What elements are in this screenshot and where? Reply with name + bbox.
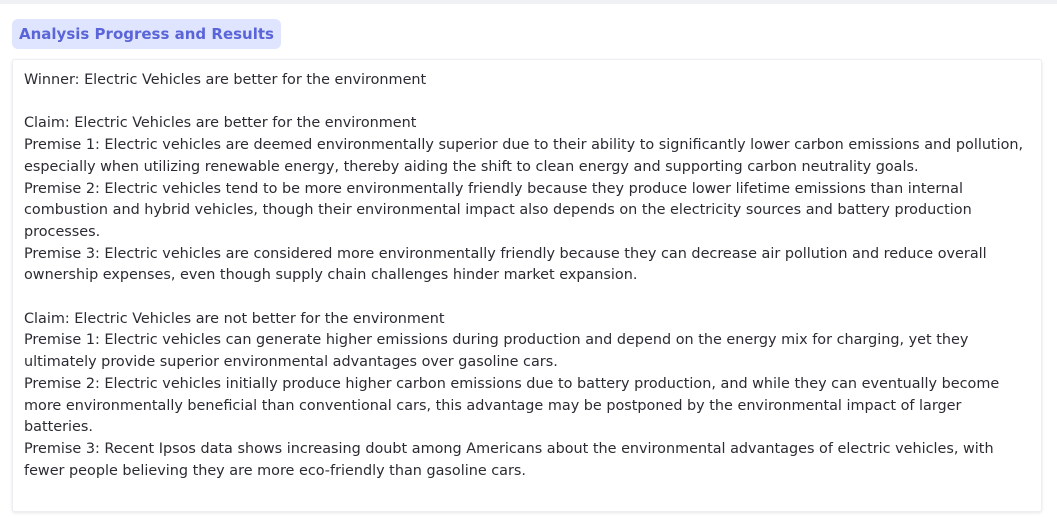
results-output-box[interactable]: Winner: Electric Vehicles are better for… bbox=[12, 59, 1042, 512]
panel-label: Analysis Progress and Results bbox=[12, 19, 281, 49]
results-text: Winner: Electric Vehicles are better for… bbox=[24, 72, 1024, 479]
